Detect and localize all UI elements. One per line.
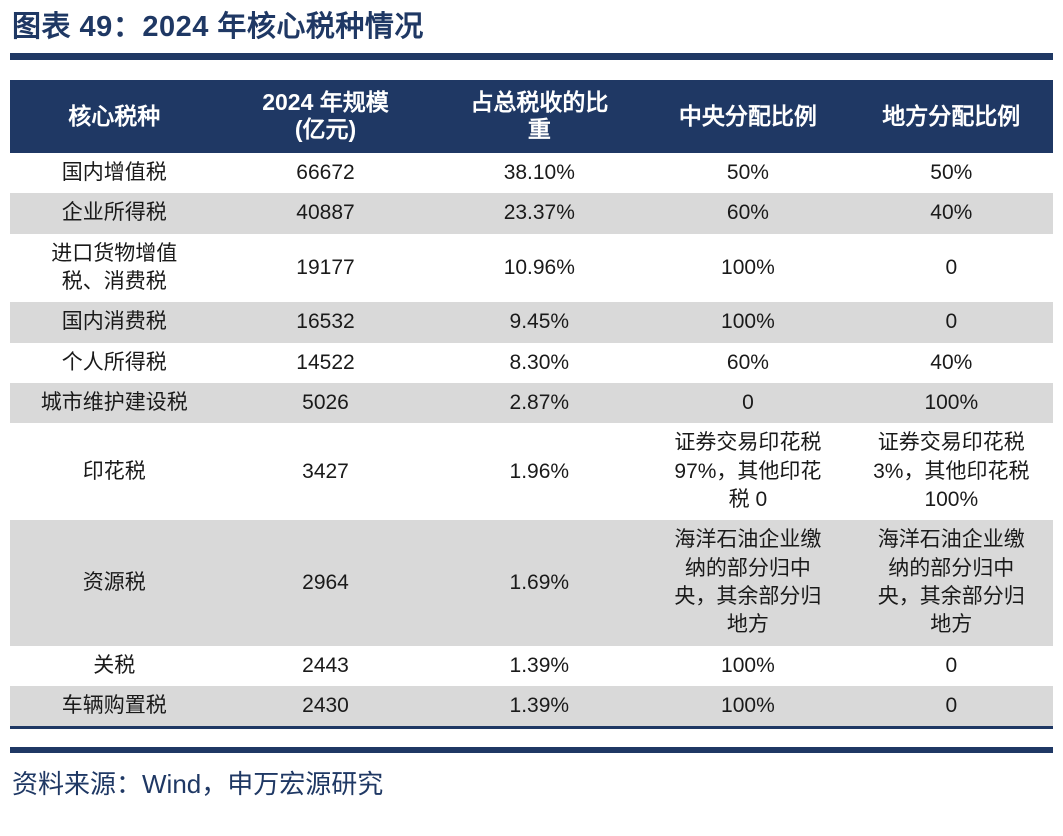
title-divider: [10, 52, 1053, 60]
table-cell: 100%: [721, 653, 775, 677]
table-row: 关税 2443 1.39% 100% 0: [10, 645, 1053, 687]
table-cell: 1.69%: [509, 570, 570, 594]
table-cell: 5026: [302, 391, 349, 415]
table-cell: 国内消费税: [61, 310, 167, 334]
table-cell: 0: [945, 310, 958, 334]
table-cell: 0: [945, 653, 958, 677]
table-row: 国内增值税 66672 38.10% 50% 50%: [10, 152, 1053, 194]
source-note: 资料来源：Wind，申万宏源研究: [12, 769, 384, 800]
table-cell: 50%: [726, 160, 769, 184]
table-cell: 40887: [296, 201, 355, 225]
table-cell: 进口货物增值税、消费税: [51, 241, 178, 294]
table-cell: 资源税: [82, 570, 146, 594]
table-cell: 0: [742, 391, 754, 415]
table-cell: 60%: [726, 201, 769, 225]
table-cell: 19177: [296, 255, 355, 279]
table-body: 国内增值税 66672 38.10% 50% 50% 企业所得税 40887 23.37% 60…: [10, 152, 1053, 728]
table-cell: 2443: [302, 653, 349, 677]
table-row: 进口货物增值税、消费税 19177 10.96% 100% 0: [10, 233, 1053, 303]
table-cell: 关税: [93, 653, 136, 677]
table-cell: 60%: [726, 350, 769, 374]
table-cell: 3427: [302, 459, 349, 483]
bottom-divider: [10, 747, 1053, 754]
table-cell: 40%: [930, 350, 973, 374]
report-page: 图表 49：2024 年核心税种情况 核心税种 2024 年规模 (亿元) 占总税收…: [10, 11, 1053, 800]
table-cell: 8.30%: [509, 350, 570, 374]
table-cell: 100%: [721, 310, 775, 334]
table-cell: 1.39%: [509, 653, 570, 677]
table-row: 资源税 2964 1.69% 海洋石油企业缴纳的部分归中央，其余部分归地方 海洋石油企业…: [10, 520, 1053, 646]
table-cell: 40%: [930, 201, 973, 225]
column-header: 2024 年规模 (亿元): [218, 79, 433, 153]
table-row: 个人所得税 14522 8.30% 60% 40%: [10, 342, 1053, 384]
table-row: 车辆购置税 2430 1.39% 100% 0: [10, 686, 1053, 728]
table-row: 国内消费税 16532 9.45% 100% 0: [10, 302, 1053, 343]
table-row: 城市维护建设税 5026 2.87% 0 100%: [10, 383, 1053, 424]
table-cell: 100%: [721, 255, 775, 279]
table-cell: 1.39%: [509, 694, 570, 718]
table-cell: 国内增值税: [61, 160, 167, 184]
table-cell: 车辆购置税: [61, 694, 167, 718]
table-cell: 9.45%: [509, 310, 570, 334]
header-row: 核心税种 2024 年规模 (亿元) 占总税收的比 重中央分配比例 地方分配比例: [10, 79, 1053, 153]
table-cell: 100%: [924, 391, 979, 415]
table-cell: 38.10%: [503, 160, 575, 184]
column-header: 占总税收的比 重: [432, 79, 647, 153]
table-cell: 海洋石油企业缴纳的部分归中央，其余部分归地方: [877, 528, 1025, 637]
core-tax-table: 核心税种 2024 年规模 (亿元) 占总税收的比 重中央分配比例 地方分配比例 国内…: [10, 79, 1053, 730]
table-cell: 证券交易印花税 97%，其他印花税 0: [674, 431, 822, 512]
table-cell: 66672: [296, 160, 355, 184]
column-header: 核心税种: [10, 79, 219, 153]
table-cell: 2964: [302, 570, 349, 594]
figure-title: 图表 49：2024 年核心税种情况: [12, 11, 424, 43]
table-cell: 0: [945, 255, 958, 279]
table-cell: 海洋石油企业缴纳的部分归中央，其余部分归地方: [674, 528, 822, 637]
table-cell: 16532: [296, 310, 355, 334]
table-row: 印花税 3427 1.96% 证券交易印花税 97%，其他印花税 0 证券交易印花税 3…: [10, 423, 1053, 521]
table-cell: 个人所得税: [61, 350, 167, 374]
table-cell: 企业所得税: [61, 201, 167, 225]
table-cell: 2430: [302, 694, 349, 718]
table-cell: 2.87%: [509, 391, 570, 415]
table-cell: 50%: [930, 160, 973, 184]
table-header: 核心税种 2024 年规模 (亿元) 占总税收的比 重中央分配比例 地方分配比例: [10, 79, 1053, 153]
table-cell: 印花税: [82, 459, 146, 483]
table-cell: 14522: [296, 350, 355, 374]
column-header: 地方分配比例: [849, 79, 1053, 153]
table-cell: 证券交易印花税 3%，其他印花税 100%: [873, 431, 1030, 512]
column-header: 中央分配比例: [646, 79, 850, 153]
table-cell: 10.96%: [503, 255, 575, 279]
table-cell: 城市维护建设税: [40, 391, 188, 415]
table-cell: 1.96%: [509, 459, 570, 483]
table-row: 企业所得税 40887 23.37% 60% 40%: [10, 193, 1053, 234]
table-cell: 23.37%: [503, 201, 575, 225]
table-cell: 100%: [721, 694, 775, 718]
table-cell: 0: [945, 694, 958, 718]
